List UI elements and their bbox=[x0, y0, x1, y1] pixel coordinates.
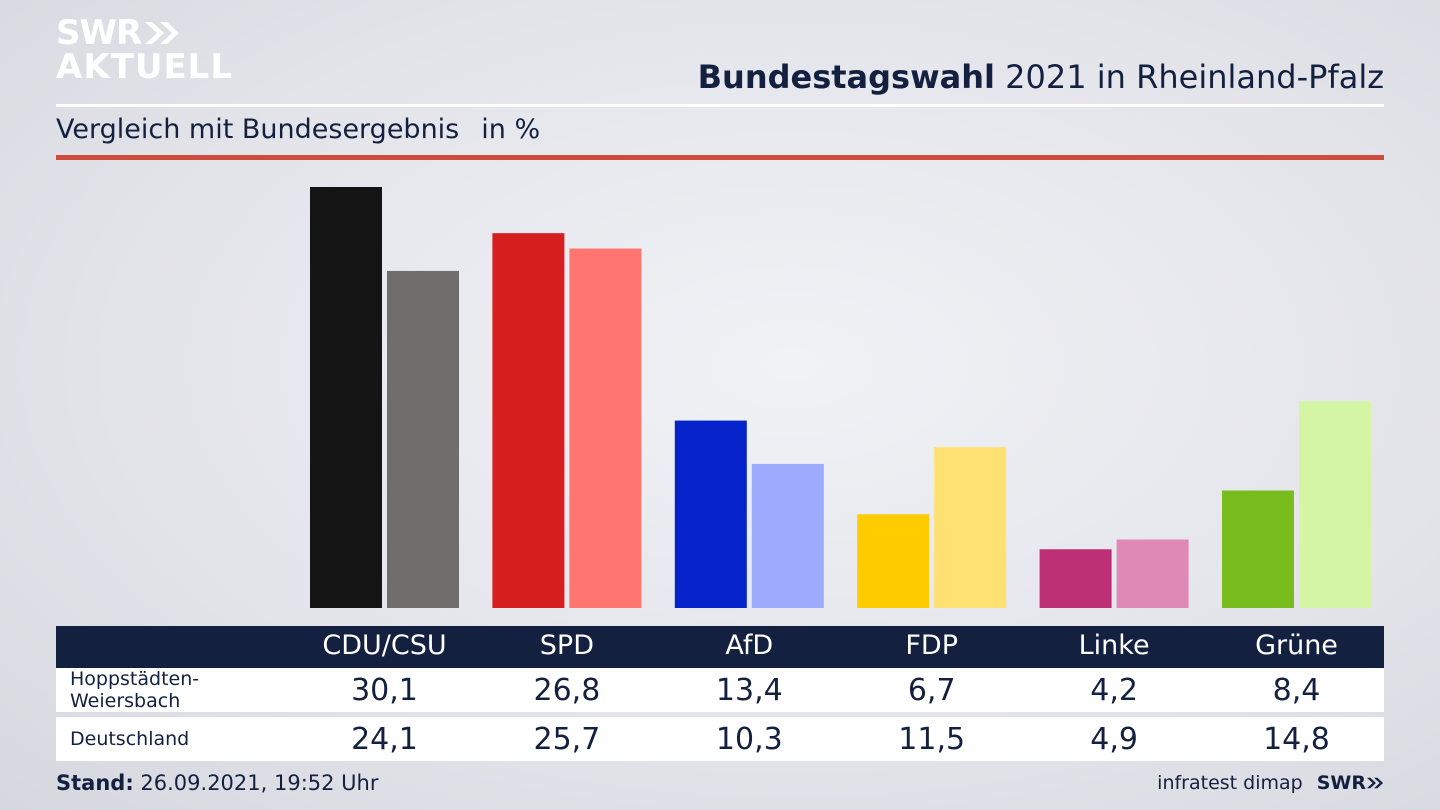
column-header: CDU/CSU bbox=[322, 630, 447, 661]
table-cell: 25,7 bbox=[533, 722, 601, 757]
column-header: AfD bbox=[725, 630, 774, 661]
table-cell: 26,8 bbox=[533, 673, 601, 708]
swr-brand: SWR bbox=[1317, 772, 1384, 794]
bar-gr-ne-local bbox=[1222, 490, 1294, 608]
source-credit: infratest dimap SWR bbox=[1157, 772, 1384, 794]
bar-gr-ne-national bbox=[1299, 400, 1371, 608]
swr-aktuell-logo: SWR AKTUELL bbox=[56, 16, 233, 84]
brand-label: SWR bbox=[1316, 772, 1366, 794]
bar-linke-national bbox=[1116, 539, 1189, 608]
table-cell: 30,1 bbox=[351, 673, 418, 708]
bar-cdu-csu-local bbox=[310, 187, 382, 608]
bar-cdu-csu-national bbox=[387, 270, 459, 608]
column-header: Linke bbox=[1078, 630, 1150, 661]
stand-value: 26.09.2021, 19:52 Uhr bbox=[133, 771, 379, 795]
column-header: SPD bbox=[539, 630, 594, 661]
page-title: Bundestagswahl 2021 in Rheinland-Pfalz bbox=[698, 58, 1384, 96]
bar-spd-national bbox=[569, 248, 642, 608]
table-row: Deutschland 24,1 25,7 10,3 11,5 4,9 14,8 bbox=[56, 717, 1384, 761]
bar-linke-local bbox=[1039, 549, 1112, 608]
subtitle-text: Vergleich mit Bundesergebnis bbox=[56, 114, 460, 145]
accent-rule bbox=[56, 155, 1384, 160]
double-chevron-icon bbox=[143, 20, 181, 46]
logo-line2: AKTUELL bbox=[56, 47, 234, 87]
column-header: Grüne bbox=[1255, 630, 1338, 661]
table-cell: 24,1 bbox=[351, 722, 418, 757]
table-cell: 11,5 bbox=[898, 722, 966, 757]
bar-spd-local bbox=[492, 233, 565, 609]
table-cell: 10,3 bbox=[715, 722, 783, 757]
header-divider bbox=[56, 104, 1384, 107]
table-row: Hoppstädten-Weiersbach 30,1 26,8 13,4 6,7 4,… bbox=[56, 668, 1384, 712]
table-cell: 8,4 bbox=[1272, 673, 1321, 708]
table-cell: 6,7 bbox=[907, 673, 956, 708]
timestamp: Stand: 26.09.2021, 19:52 Uhr bbox=[56, 771, 379, 795]
bar-chart bbox=[310, 187, 1371, 609]
double-chevron-icon bbox=[1366, 777, 1384, 789]
row-label: Deutschland bbox=[70, 728, 190, 750]
subtitle: Vergleich mit Bundesergebnis in % bbox=[56, 114, 540, 145]
table-cell: 4,9 bbox=[1090, 722, 1138, 757]
table-cell: 13,4 bbox=[715, 673, 783, 708]
results-table: CDU/CSU SPD AfD FDP Linke Grüne Hoppstädten-W… bbox=[56, 626, 1384, 761]
table-cell: 14,8 bbox=[1263, 722, 1330, 757]
title-rest: 2021 in Rheinland-Pfalz bbox=[995, 58, 1384, 96]
logo-line1: SWR bbox=[56, 13, 142, 53]
source-label: infratest dimap bbox=[1157, 772, 1303, 794]
bar-fdp-national bbox=[934, 447, 1007, 608]
bar-afd-national bbox=[751, 463, 824, 608]
bar-fdp-local bbox=[857, 514, 930, 608]
row-label: Hoppstädten-Weiersbach bbox=[70, 668, 200, 712]
table-header: CDU/CSU SPD AfD FDP Linke Grüne bbox=[56, 626, 1384, 668]
bar-afd-local bbox=[674, 420, 747, 608]
stand-label: Stand: bbox=[56, 771, 134, 795]
unit-label: in % bbox=[481, 114, 541, 145]
table-cell: 4,2 bbox=[1090, 673, 1138, 708]
column-header: FDP bbox=[905, 630, 958, 661]
title-bold: Bundestagswahl bbox=[697, 58, 995, 96]
